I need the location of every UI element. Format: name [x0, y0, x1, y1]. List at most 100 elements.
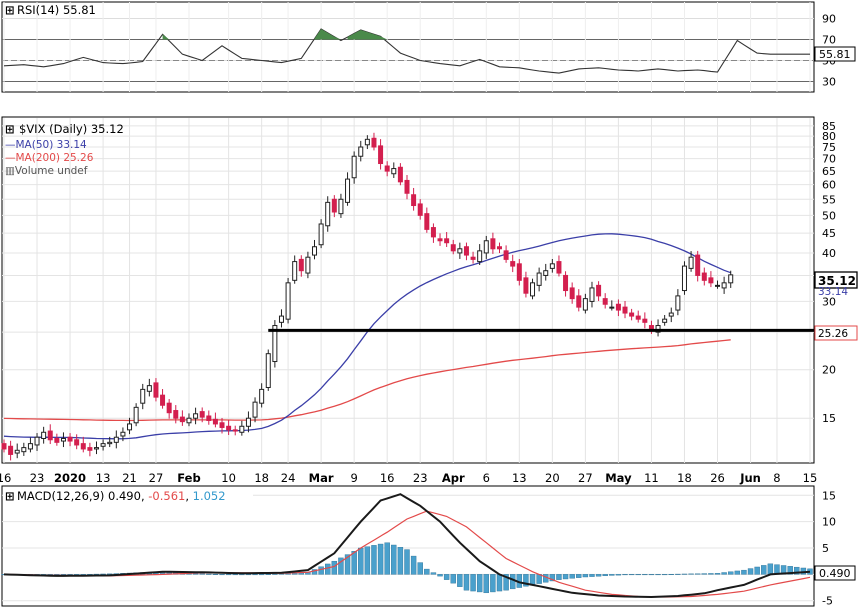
candle-body	[635, 315, 641, 320]
x-tick-label: 24	[281, 471, 296, 485]
candle-body	[27, 443, 33, 450]
macd-hist-bar	[107, 573, 113, 575]
price-tick-label: 55	[822, 193, 836, 206]
macd-last-badge: 0.490	[814, 565, 856, 581]
x-tick-label: 23	[30, 471, 45, 485]
macd-hist-bar	[404, 549, 410, 575]
macd-tick-label: 10	[822, 516, 836, 529]
legend-ma50: —MA(50) 33.14	[5, 139, 87, 151]
x-tick-label: 9	[350, 471, 357, 485]
candle-body	[345, 178, 351, 203]
macd-hist-bar	[496, 574, 503, 592]
macd-hist-bar	[278, 573, 285, 575]
macd-line	[3, 493, 811, 599]
macd-hist-bar	[430, 572, 437, 575]
x-tick-label: Feb	[177, 471, 200, 485]
macd-hist-bar	[410, 555, 417, 575]
candle-body	[318, 223, 324, 246]
candle-body	[384, 165, 390, 172]
macd-hist-bar	[331, 560, 338, 575]
macd-hist-bar	[767, 563, 774, 575]
x-tick-label: 16	[380, 471, 395, 485]
candle-body	[120, 431, 126, 437]
candle-body	[186, 417, 192, 424]
candle-body	[516, 263, 522, 281]
x-tick-label: 16	[0, 471, 11, 485]
macd-hist-bar	[212, 573, 219, 575]
x-tick-label: Mar	[309, 471, 334, 485]
ma200-badge: 25.26	[818, 328, 848, 340]
candle-body	[609, 306, 615, 309]
price-tick-label: 15	[822, 412, 836, 425]
candle-body	[371, 137, 377, 148]
candle-body	[523, 277, 529, 294]
macd-hist-bar	[490, 574, 496, 593]
x-tick-label: 26	[710, 471, 725, 485]
candle-body	[252, 401, 258, 418]
macd-hist-bar	[245, 574, 252, 576]
candle-body	[100, 443, 106, 447]
macd-hist-bar	[377, 543, 384, 575]
macd-hist-bar	[358, 547, 364, 575]
x-tick-label: 10	[221, 471, 236, 485]
rsi-tick-label: 70	[822, 34, 836, 47]
candle-body	[437, 238, 443, 242]
candle-body	[477, 250, 483, 263]
candle-body	[549, 263, 555, 269]
candle-body	[166, 402, 172, 414]
macd-hist-bar	[529, 574, 536, 586]
macd-hist-bar	[642, 574, 648, 576]
macd-hist-bar	[728, 571, 734, 575]
x-tick-label: 13	[512, 471, 527, 485]
macd-hist-bar	[549, 574, 556, 582]
candle-body	[113, 436, 119, 443]
candle-body	[615, 303, 621, 311]
candle-body	[146, 385, 152, 392]
x-tick-label: 23	[413, 471, 428, 485]
macd-hist-bar	[562, 574, 569, 580]
macd-hist-bar	[424, 568, 430, 575]
macd-tick-label: 5	[822, 542, 829, 555]
rsi-icon: ⊞	[5, 3, 15, 17]
candle-body	[556, 261, 562, 274]
price-tick-label: 80	[822, 130, 836, 143]
candle-body	[305, 256, 311, 274]
candle-body	[358, 146, 364, 157]
macd-hist-bar	[225, 574, 232, 576]
macd-hist-bar	[628, 574, 635, 576]
candle-body	[226, 425, 232, 431]
candle-body	[536, 272, 542, 286]
candle-body	[662, 318, 668, 323]
candle-body	[338, 198, 344, 215]
macd-panel: 151050-5 ⊞ MACD(12,26,9) 0.490, -0.561, …	[1, 485, 856, 608]
candle-body	[622, 306, 628, 314]
candle-body	[708, 277, 714, 284]
x-tick-label: 27	[578, 471, 593, 485]
macd-hist-bar	[100, 573, 106, 575]
candle-body	[510, 261, 516, 267]
candle-body	[483, 240, 489, 254]
price-tick-label: 60	[822, 179, 836, 192]
candle-body	[463, 246, 469, 256]
macd-hist-bar	[364, 546, 371, 575]
price-tick-label: 70	[822, 153, 836, 166]
macd-hist-bar	[536, 574, 542, 584]
macd-hist-bar	[265, 573, 271, 575]
macd-hist-bar	[483, 574, 489, 594]
candlesticks	[1, 132, 734, 461]
x-tick-label: 11	[644, 471, 659, 485]
macd-hist-bar	[503, 574, 509, 591]
macd-hist-bar	[371, 545, 377, 575]
macd-hist-bar	[443, 574, 450, 580]
macd-hist-bar	[734, 570, 741, 575]
macd-hist-bar	[457, 574, 463, 587]
macd-hist-bar	[60, 574, 67, 576]
price-tick-label: 30	[822, 295, 836, 308]
x-tick-label: 6	[483, 471, 490, 485]
macd-title-text: MACD(12,26,9) 0.490, -0.561, 1.052	[17, 489, 226, 503]
macd-hist-bar	[391, 544, 397, 575]
candle-body	[576, 295, 582, 308]
candle-body	[351, 155, 357, 179]
macd-last-value: 0.490	[819, 567, 851, 580]
rsi-panel: 90705030 ⊞ RSI(14) 55.81 55.81	[1, 1, 856, 93]
